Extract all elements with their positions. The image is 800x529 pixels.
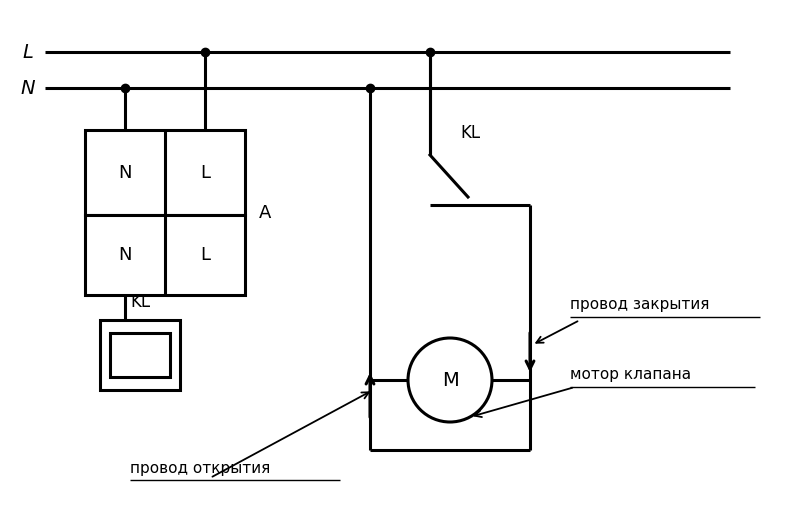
Text: провод открытия: провод открытия (130, 461, 270, 476)
Text: L: L (200, 246, 210, 264)
Circle shape (408, 338, 492, 422)
Text: провод закрытия: провод закрытия (570, 297, 710, 313)
Text: N: N (118, 163, 132, 181)
Text: мотор клапана: мотор клапана (570, 368, 691, 382)
Text: N: N (118, 246, 132, 264)
Text: N: N (21, 78, 35, 97)
Bar (110, 333, 170, 377)
Bar (85, 215, 245, 295)
Bar (100, 320, 180, 390)
Bar (85, 130, 245, 215)
Text: KL: KL (460, 124, 480, 142)
Text: M: M (442, 370, 458, 389)
Text: L: L (22, 42, 34, 61)
Text: KL: KL (130, 293, 150, 311)
Text: L: L (200, 163, 210, 181)
Text: A: A (259, 204, 271, 222)
